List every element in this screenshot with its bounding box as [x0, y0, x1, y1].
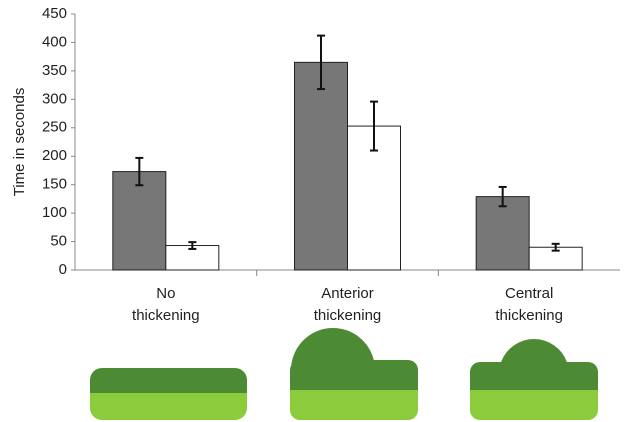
y-tick-label: 400	[42, 33, 67, 50]
illustration-anterior-thickening	[280, 320, 430, 422]
y-tick-label: 0	[59, 261, 67, 278]
y-tick-label: 50	[50, 233, 67, 250]
illustration-no-thickening	[80, 320, 260, 422]
y-tick-label: 250	[42, 119, 67, 136]
bar	[476, 197, 529, 270]
bar	[113, 172, 166, 270]
y-tick-label: 300	[42, 90, 67, 107]
y-tick-label: 150	[42, 176, 67, 193]
y-tick-label: 450	[42, 5, 67, 22]
chart: Time in seconds 0 50 100 150 200 250 300 350 400…	[0, 0, 627, 422]
y-tick-label: 350	[42, 62, 67, 79]
y-axis-label: Time in seconds	[11, 88, 28, 197]
y-tick-label: 200	[42, 147, 67, 164]
illustration-central-thickening	[460, 330, 610, 422]
bar	[295, 62, 348, 270]
y-tick-label: 100	[42, 204, 67, 221]
